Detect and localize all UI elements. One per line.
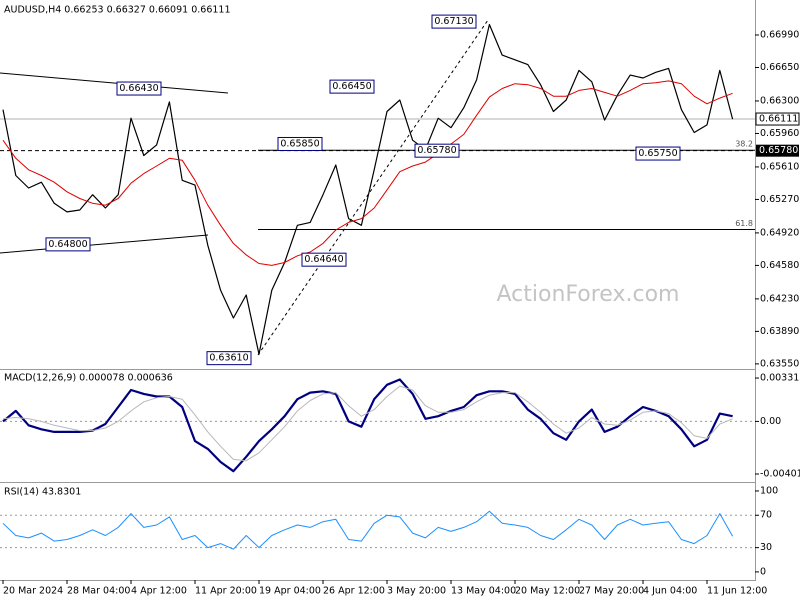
series-line bbox=[2, 80, 733, 266]
x-tick-label: 20 Mar 2024 bbox=[3, 586, 63, 597]
price-annotation: 0.63610 bbox=[209, 353, 248, 364]
price-annotation-box bbox=[431, 14, 477, 29]
y-tick-label: 0 bbox=[760, 566, 766, 577]
price-annotation: 0.65750 bbox=[638, 148, 677, 159]
x-tick-label: 4 Jun 04:00 bbox=[643, 586, 697, 597]
y-tick-label: 0.66650 bbox=[760, 62, 799, 73]
panel-title: RSI(14) 43.8301 bbox=[4, 487, 81, 498]
y-tick-label: 0.63550 bbox=[760, 358, 799, 369]
price-annotation: 0.66450 bbox=[332, 81, 371, 92]
x-tick-label: 4 Apr 12:00 bbox=[131, 586, 187, 597]
series-line bbox=[2, 23, 734, 355]
x-tick-label: 13 May 04:00 bbox=[451, 586, 516, 597]
fib-label: 61.8 bbox=[735, 219, 753, 228]
price-annotation-box bbox=[635, 146, 681, 161]
y-tick-label: 0.65270 bbox=[760, 194, 799, 205]
y-tick-label: 30 bbox=[760, 542, 772, 553]
x-tick-label: 11 Apr 20:00 bbox=[195, 586, 257, 597]
price-annotation-box bbox=[206, 351, 252, 366]
trend-line bbox=[0, 234, 209, 254]
x-tick-label: 11 Jun 12:00 bbox=[707, 586, 767, 597]
series-line bbox=[2, 510, 734, 550]
trend-line bbox=[0, 72, 229, 94]
x-tick-label: 19 Apr 04:00 bbox=[259, 586, 321, 597]
y-tick-label: 0.66990 bbox=[760, 29, 799, 40]
level-badge bbox=[756, 144, 799, 157]
chart-title: AUDUSD,H4 0.66253 0.66327 0.66091 0.6611… bbox=[4, 5, 231, 16]
y-tick-label: 0.64580 bbox=[760, 260, 799, 271]
y-tick-label: 70 bbox=[760, 510, 772, 521]
price-annotation-box bbox=[45, 237, 91, 252]
y-tick-label: 0.003313 bbox=[760, 373, 800, 384]
series-line bbox=[2, 385, 733, 462]
y-tick-label: 0.63890 bbox=[760, 326, 799, 337]
current-price-label: 0.66111 bbox=[759, 114, 798, 125]
fib-label: 38.2 bbox=[735, 140, 753, 149]
x-tick-label: 20 May 12:00 bbox=[515, 586, 580, 597]
panel-title: MACD(12,26,9) 0.000078 0.000636 bbox=[4, 373, 173, 384]
x-tick-label: 28 Mar 04:00 bbox=[67, 586, 130, 597]
x-tick-label: 27 May 20:00 bbox=[579, 586, 644, 597]
price-annotation: 0.65850 bbox=[280, 138, 319, 149]
price-annotation-box bbox=[116, 81, 162, 96]
price-annotation-box bbox=[277, 136, 323, 151]
price-annotation: 0.65780 bbox=[417, 145, 456, 156]
y-tick-label: 0.66300 bbox=[760, 95, 799, 106]
y-tick-label: 0.64920 bbox=[760, 227, 799, 238]
y-tick-label: -0.004016 bbox=[760, 469, 800, 480]
y-tick-label: 0.65960 bbox=[760, 128, 799, 139]
x-tick-label: 26 Apr 12:00 bbox=[323, 586, 385, 597]
price-annotation-box bbox=[414, 143, 460, 158]
price-annotation-box bbox=[329, 79, 375, 94]
y-tick-label: 0.00 bbox=[760, 416, 781, 427]
price-annotation-box bbox=[301, 252, 347, 267]
watermark: ActionForex.com bbox=[497, 282, 680, 307]
y-tick-label: 0.64230 bbox=[760, 293, 799, 304]
price-annotation: 0.66430 bbox=[119, 83, 158, 94]
current-price-badge bbox=[755, 112, 800, 126]
trend-line bbox=[257, 19, 489, 356]
price-annotation: 0.64640 bbox=[304, 254, 343, 265]
price-annotation: 0.67130 bbox=[434, 16, 473, 27]
price-annotation: 0.64800 bbox=[48, 239, 87, 250]
y-tick-label: 0.65610 bbox=[760, 161, 799, 172]
x-tick-label: 3 May 20:00 bbox=[387, 586, 446, 597]
y-tick-label: 100 bbox=[760, 485, 778, 496]
level-badge-label: 0.65780 bbox=[759, 145, 798, 156]
